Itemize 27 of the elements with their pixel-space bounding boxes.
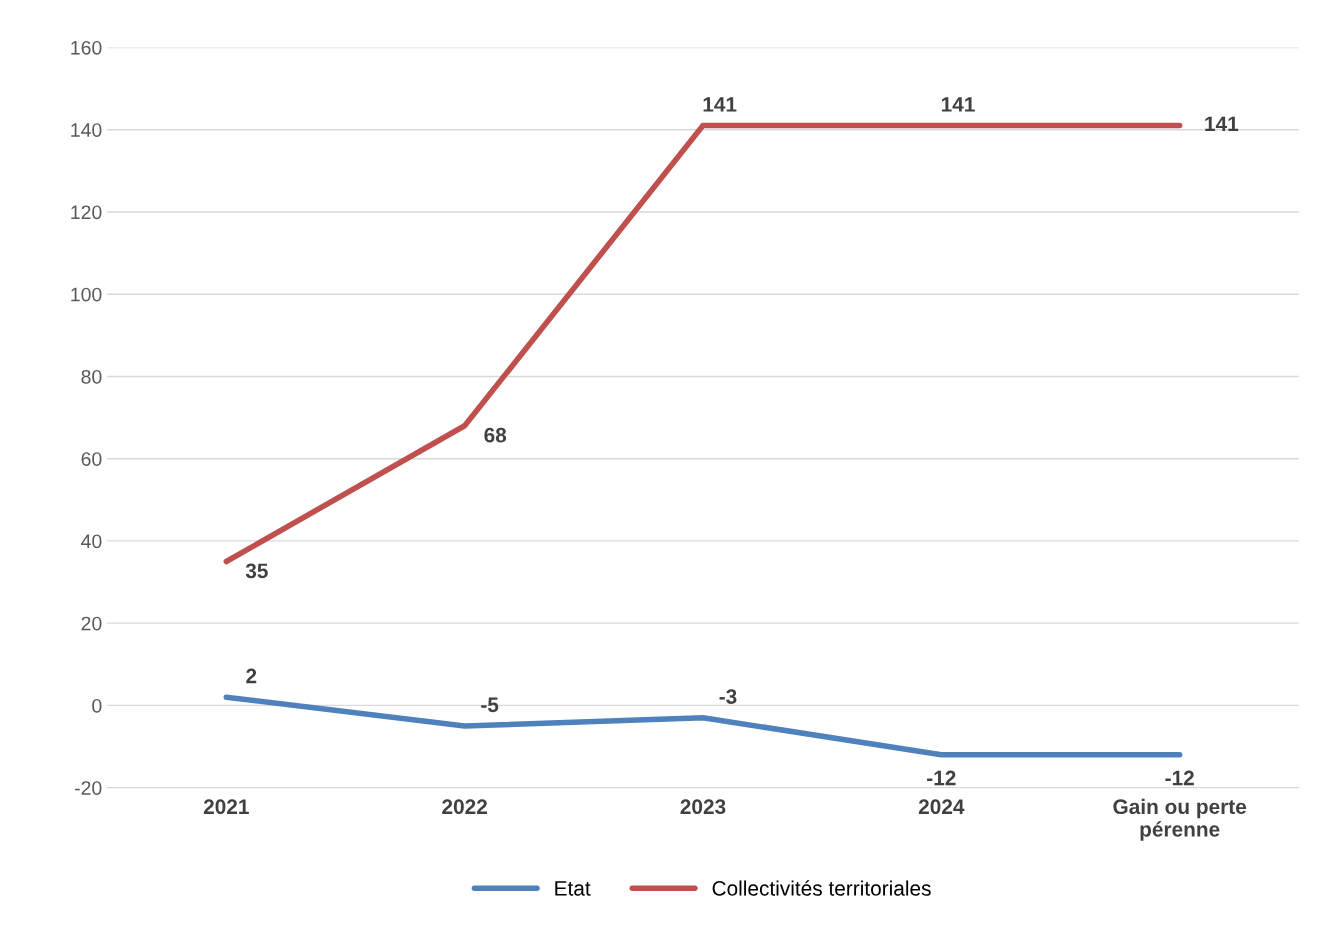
data-label: 2 [246,668,257,684]
data-label: 141 [703,97,737,112]
x-tick-label: 2021 [203,799,249,815]
y-tick-label: 160 [71,40,102,55]
y-tick-label: 20 [81,616,102,631]
data-label: -12 [927,770,956,786]
y-tick-label: 40 [81,534,102,549]
y-tick-label: 0 [92,698,102,713]
data-label: -5 [481,697,499,713]
x-tick-label: 2024 [918,799,965,815]
x-tick-label: Gain ou perte pérenne [1113,798,1247,841]
x-tick-label: 2023 [680,799,726,815]
y-tick-label: 100 [71,287,102,302]
legend-label: Etat [555,881,591,896]
legend-label: Collectivités territoriales [712,880,931,896]
data-label: 141 [1205,116,1239,131]
y-tick-label: 60 [81,452,102,466]
data-label: -3 [719,689,737,704]
data-label: 68 [484,427,507,443]
y-tick-label: -20 [75,781,102,795]
y-tick-label: 120 [71,205,102,220]
data-label: 141 [941,97,975,112]
data-label: 35 [245,563,268,579]
data-label: -12 [1165,770,1194,786]
x-tick-label: 2022 [442,799,487,815]
y-tick-label: 80 [81,369,102,384]
y-tick-label: 140 [71,123,102,137]
